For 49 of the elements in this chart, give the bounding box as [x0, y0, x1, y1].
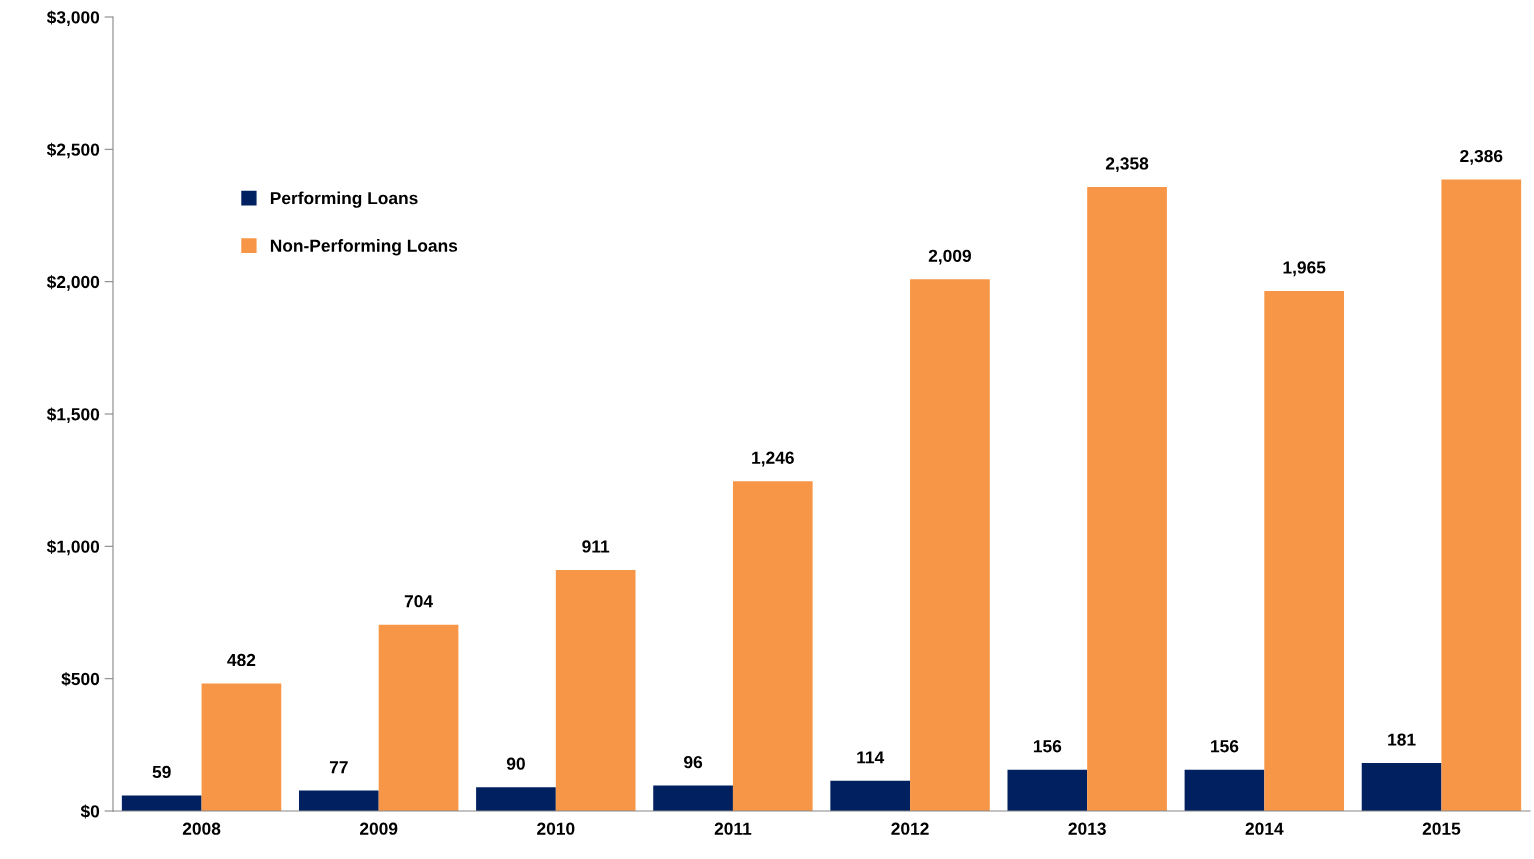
data-label: 1,246 [752, 451, 794, 467]
bar [298, 790, 379, 811]
data-label: 77 [329, 761, 348, 774]
data-label: 2,009 [928, 249, 971, 265]
bar [1007, 769, 1088, 811]
bar [378, 624, 459, 811]
y-tick-label: $2,500 [46, 142, 100, 159]
data-label: 90 [506, 757, 525, 770]
data-label: 2,358 [1105, 157, 1149, 173]
data-label: 59 [152, 765, 171, 779]
bar [1441, 179, 1522, 811]
bar [653, 785, 733, 811]
x-tick-label: 2011 [714, 822, 752, 835]
y-tick-label: $2,000 [46, 275, 100, 291]
bar [121, 795, 202, 811]
data-label: 911 [582, 540, 610, 553]
data-label: 181 [1388, 733, 1416, 746]
y-tick-label: $1,000 [46, 539, 100, 556]
bar [910, 279, 990, 811]
x-tick-label: 2012 [891, 822, 929, 835]
data-label: 1,965 [1283, 261, 1326, 277]
bar [1264, 290, 1345, 811]
bar [1184, 769, 1265, 811]
data-label: 156 [1211, 740, 1239, 753]
bar [1087, 186, 1167, 811]
y-tick-label: $0 [80, 804, 100, 819]
x-tick-label: 2010 [537, 822, 575, 835]
bar [732, 481, 813, 811]
bar [476, 787, 556, 811]
data-label: 2,386 [1460, 149, 1503, 165]
y-tick-label: $1,500 [46, 407, 100, 423]
x-tick-label: 2013 [1068, 822, 1106, 835]
legend-label: Performing Loans [270, 191, 418, 208]
x-tick-label: 2015 [1422, 822, 1461, 835]
data-label: 114 [857, 751, 885, 764]
bar [830, 780, 911, 811]
x-tick-label: 2014 [1245, 822, 1284, 835]
x-tick-label: 2008 [182, 822, 221, 835]
bar [555, 569, 636, 811]
data-label: 156 [1033, 740, 1062, 753]
data-label: 704 [404, 595, 433, 608]
legend-label: Non-Performing Loans [270, 239, 458, 256]
x-tick-label: 2009 [359, 822, 398, 835]
data-label: 482 [227, 653, 256, 667]
bar [1361, 763, 1442, 811]
bar [201, 683, 282, 811]
y-tick-label: $500 [61, 672, 100, 687]
data-label: 96 [684, 755, 703, 769]
y-tick-label: $3,000 [46, 10, 100, 26]
